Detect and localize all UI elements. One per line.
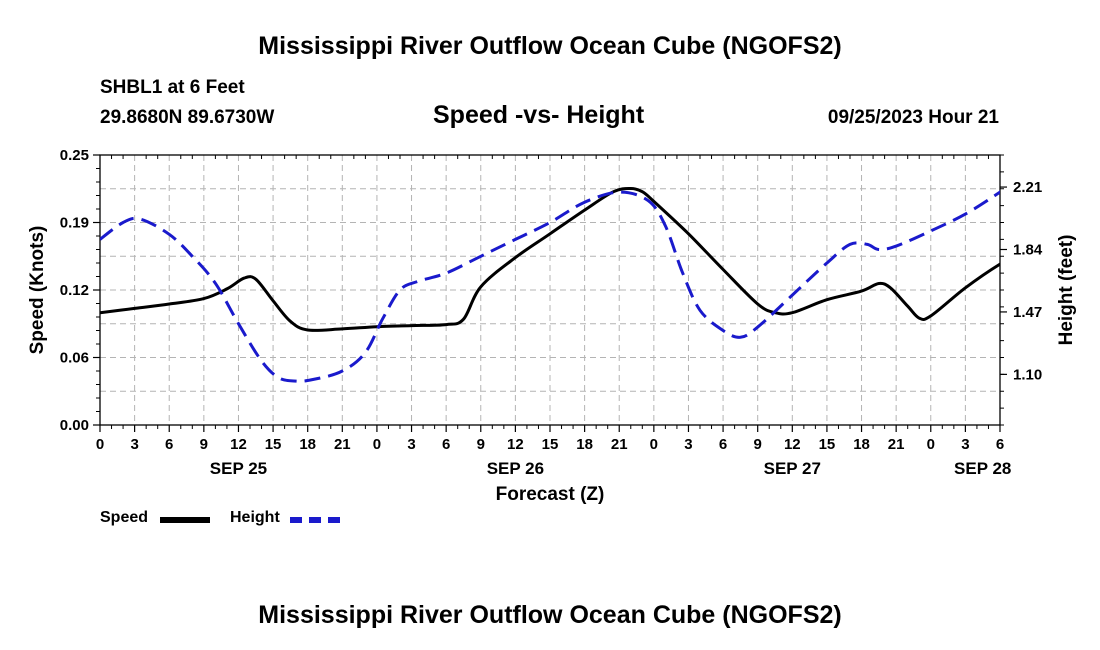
date-label: SEP 28 xyxy=(954,459,1011,478)
legend-speed-swatch xyxy=(160,517,210,523)
x-tick-label: 21 xyxy=(611,436,628,453)
y-right-tick-label: 1.10 xyxy=(1013,366,1042,383)
x-tick-label: 18 xyxy=(576,436,593,453)
x-tick-label: 12 xyxy=(230,436,247,453)
x-tick-label: 15 xyxy=(819,436,836,453)
x-tick-label: 15 xyxy=(265,436,282,453)
x-tick-label: 0 xyxy=(96,436,104,453)
date-label: SEP 27 xyxy=(764,459,821,478)
y-axis-left-title: Speed (Knots) xyxy=(27,226,48,355)
labels-layer: 0 3 6 9 12 15 18 21 0 3 6 9 12 15 18 21 0 3 6 9 12 15 18 21 0 3 6 S… xyxy=(60,147,1043,478)
y-right-tick-label: 1.47 xyxy=(1013,304,1042,321)
x-tick-label: 15 xyxy=(542,436,559,453)
chart-subtitle: Speed -vs- Height xyxy=(433,101,645,129)
y-left-tick-label: 0.19 xyxy=(60,215,89,232)
y-right-tick-label: 2.21 xyxy=(1013,179,1042,196)
legend-height-label: Height xyxy=(230,509,280,526)
series-line-height xyxy=(100,190,1000,383)
series-line-speed xyxy=(100,186,1000,332)
ticks-layer xyxy=(93,154,1007,432)
date-label: SEP 25 xyxy=(210,459,267,478)
x-tick-label: 0 xyxy=(373,436,381,453)
chart-footer-title: Mississippi River Outflow Ocean Cube (NG… xyxy=(258,601,842,629)
station-label: SHBL1 at 6 Feet xyxy=(100,77,245,98)
legend-speed-label: Speed xyxy=(100,509,149,526)
x-tick-label: 0 xyxy=(650,436,658,453)
x-tick-label: 6 xyxy=(719,436,727,453)
y-axis-right-title: Height (feet) xyxy=(1056,235,1077,346)
y-left-tick-label: 0.00 xyxy=(60,417,89,434)
x-tick-label: 9 xyxy=(477,436,485,453)
x-tick-label: 3 xyxy=(407,436,415,453)
y-left-tick-label: 0.12 xyxy=(60,282,89,299)
legend-height-swatch xyxy=(290,517,340,523)
x-tick-label: 6 xyxy=(996,436,1004,453)
x-tick-label: 3 xyxy=(684,436,692,453)
y-left-tick-label: 0.25 xyxy=(60,147,89,164)
coordinates-label: 29.8680N 89.6730W xyxy=(100,107,275,128)
x-tick-label: 9 xyxy=(200,436,208,453)
chart-main-title: Mississippi River Outflow Ocean Cube (NG… xyxy=(258,32,842,60)
x-tick-label: 3 xyxy=(130,436,138,453)
x-tick-label: 6 xyxy=(442,436,450,453)
x-tick-label: 18 xyxy=(853,436,870,453)
grid-layer xyxy=(100,155,1000,425)
y-right-tick-label: 1.84 xyxy=(1013,242,1043,259)
forecast-datetime: 09/25/2023 Hour 21 xyxy=(827,107,999,128)
x-tick-label: 12 xyxy=(507,436,524,453)
x-tick-label: 12 xyxy=(784,436,801,453)
x-tick-label: 6 xyxy=(165,436,173,453)
y-left-tick-label: 0.06 xyxy=(60,350,89,367)
x-axis-title: Forecast (Z) xyxy=(496,484,605,505)
x-tick-label: 21 xyxy=(888,436,905,453)
x-tick-label: 18 xyxy=(299,436,316,453)
series-layer xyxy=(100,186,1000,383)
x-tick-label: 21 xyxy=(334,436,351,453)
x-tick-label: 0 xyxy=(927,436,935,453)
x-tick-label: 9 xyxy=(754,436,762,453)
date-label: SEP 26 xyxy=(487,459,544,478)
x-tick-label: 3 xyxy=(961,436,969,453)
